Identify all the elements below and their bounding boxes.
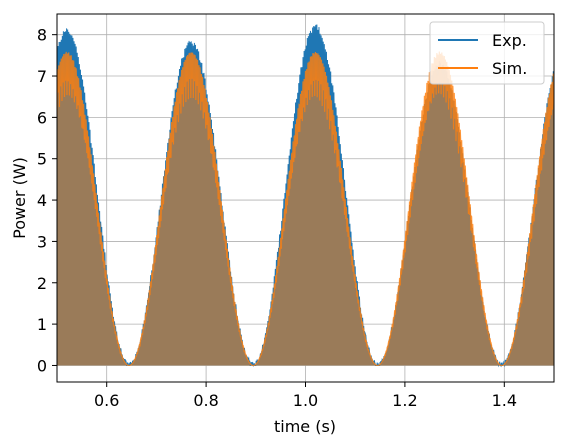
y-axis-label: Power (W): [10, 157, 29, 239]
x-tick-label: 0.8: [193, 391, 218, 410]
y-tick-label: 1: [37, 315, 47, 334]
y-tick-label: 7: [37, 67, 47, 86]
y-tick-label: 4: [37, 191, 47, 210]
x-tick-label: 1.4: [492, 391, 517, 410]
y-tick-label: 0: [37, 356, 47, 375]
y-tick-label: 2: [37, 274, 47, 293]
legend-label-exp: Exp.: [492, 31, 527, 50]
y-tick-label: 6: [37, 108, 47, 127]
x-tick-label: 0.6: [94, 391, 119, 410]
y-tick-label: 8: [37, 26, 47, 45]
legend-label-sim: Sim.: [492, 59, 527, 78]
x-axis-label: time (s): [274, 417, 336, 436]
x-tick-label: 1.0: [293, 391, 318, 410]
x-tick-label: 1.2: [392, 391, 417, 410]
y-tick-label: 5: [37, 150, 47, 169]
legend: Exp. Sim.: [430, 22, 544, 84]
y-tick-label: 3: [37, 232, 47, 251]
